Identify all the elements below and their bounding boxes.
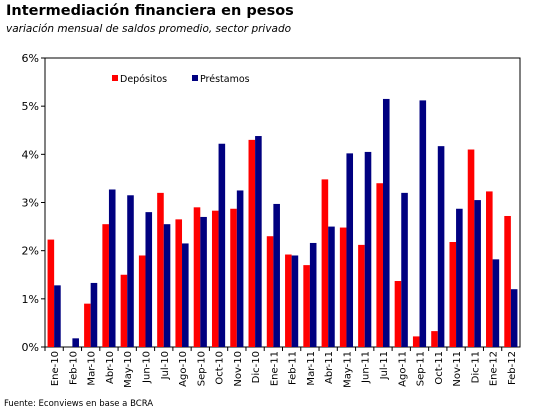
bar-depositos xyxy=(84,303,91,347)
bar-prestamos xyxy=(236,190,244,347)
y-tick-label: 3% xyxy=(22,197,39,210)
x-tick-label: Feb-12 xyxy=(507,351,518,385)
chart-title: Intermediación financiera en pesos xyxy=(6,3,294,19)
bar-depositos xyxy=(138,255,146,347)
bar-depositos xyxy=(412,336,420,347)
bar-depositos xyxy=(211,210,219,347)
bar-prestamos xyxy=(437,146,445,347)
bar-prestamos xyxy=(309,242,317,347)
x-tick-label: May-10 xyxy=(123,351,134,388)
x-tick-label: Ago-11 xyxy=(397,351,408,387)
legend-label: Depósitos xyxy=(120,74,167,85)
x-tick-label: Ene-11 xyxy=(269,351,280,386)
bar-prestamos xyxy=(291,255,299,347)
x-tick-label: Jun-10 xyxy=(141,351,152,384)
y-tick-label: 2% xyxy=(22,245,39,258)
bar-depositos xyxy=(376,183,383,347)
bar-depositos xyxy=(321,179,329,347)
bar-prestamos xyxy=(364,151,372,347)
bar-depositos xyxy=(157,192,164,347)
x-tick-label: Jul-10 xyxy=(160,351,171,380)
bar-prestamos xyxy=(255,136,262,347)
bar-depositos xyxy=(120,274,128,347)
bar-prestamos xyxy=(127,195,134,347)
legend-swatch xyxy=(192,75,198,81)
bar-prestamos xyxy=(145,212,153,347)
bar-prestamos xyxy=(163,224,171,347)
bar-prestamos xyxy=(90,282,98,347)
bar-depositos xyxy=(504,215,511,347)
x-tick-label: Abr-11 xyxy=(324,351,335,384)
x-tick-label: May-11 xyxy=(342,351,353,388)
y-tick-label: 5% xyxy=(22,100,39,113)
bar-prestamos xyxy=(328,226,335,347)
bar-prestamos xyxy=(456,208,463,347)
bar-depositos xyxy=(285,254,292,347)
x-tick-label: Mar-11 xyxy=(306,351,317,386)
bar-prestamos xyxy=(72,338,79,347)
x-tick-label: Mar-10 xyxy=(87,351,98,386)
bar-prestamos xyxy=(200,216,207,347)
bar-depositos xyxy=(303,265,310,347)
bar-prestamos xyxy=(492,259,500,347)
bar-depositos xyxy=(339,227,347,347)
bar-prestamos xyxy=(273,203,280,347)
y-tick-label: 4% xyxy=(22,148,39,161)
x-tick-label: Ene-10 xyxy=(50,351,61,386)
bar-depositos xyxy=(266,236,274,347)
bar-prestamos xyxy=(182,243,189,347)
y-tick-label: 1% xyxy=(22,293,39,306)
y-tick-label: 0% xyxy=(22,341,39,354)
x-tick-label: Nov-10 xyxy=(233,351,244,387)
bar-depositos xyxy=(175,219,183,347)
bar-depositos xyxy=(358,244,365,347)
bar-depositos xyxy=(486,191,493,347)
bar-depositos xyxy=(193,207,201,347)
bar-prestamos xyxy=(108,189,116,347)
bar-prestamos xyxy=(401,192,408,347)
bar-depositos xyxy=(102,224,109,347)
bar-prestamos xyxy=(54,285,61,347)
bar-depositos xyxy=(248,139,256,347)
bar-depositos xyxy=(467,149,475,347)
x-tick-label: Ago-10 xyxy=(178,351,189,387)
bar-depositos xyxy=(431,331,438,347)
source-note: Fuente: Econviews en base a BCRA xyxy=(4,399,154,409)
bar-depositos xyxy=(47,239,55,347)
x-tick-label: Abr-10 xyxy=(105,351,116,384)
x-tick-label: Dic-10 xyxy=(251,351,262,383)
bar-prestamos xyxy=(382,98,390,347)
x-tick-label: Nov-11 xyxy=(452,351,463,387)
legend-swatch xyxy=(112,75,118,81)
bar-depositos xyxy=(394,281,402,347)
x-tick-label: Feb-11 xyxy=(288,351,299,385)
bar-prestamos xyxy=(474,200,481,347)
bar-depositos xyxy=(449,242,457,347)
x-tick-label: Dic-11 xyxy=(470,351,481,383)
bar-prestamos xyxy=(218,143,226,347)
plot-frame xyxy=(44,57,521,348)
x-tick-label: Oct-11 xyxy=(434,351,445,385)
x-tick-label: Jul-11 xyxy=(379,351,390,380)
bar-prestamos xyxy=(510,289,518,347)
bar-prestamos xyxy=(346,153,354,347)
x-tick-label: Feb-10 xyxy=(68,351,79,385)
x-tick-label: Oct-10 xyxy=(215,351,226,385)
bar-depositos xyxy=(230,208,237,347)
x-tick-label: Sep-11 xyxy=(416,351,427,386)
legend-label: Préstamos xyxy=(200,74,250,85)
bar-prestamos xyxy=(419,100,427,347)
y-tick-label: 6% xyxy=(22,52,39,65)
x-tick-label: Ene-12 xyxy=(489,351,500,386)
x-tick-label: Jun-11 xyxy=(361,351,372,384)
chart-subtitle: variación mensual de saldos promedio, se… xyxy=(6,23,292,35)
x-tick-label: Sep-10 xyxy=(196,351,207,386)
